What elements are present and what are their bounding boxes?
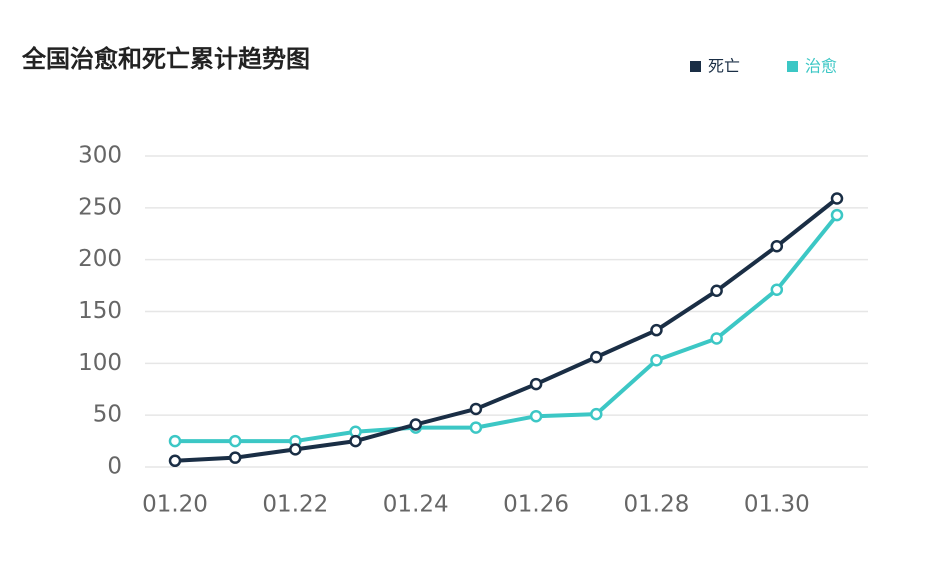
chart-title: 全国治愈和死亡累计趋势图	[21, 45, 310, 73]
x-tick-label: 01.28	[624, 492, 690, 518]
y-tick-label: 100	[78, 350, 122, 376]
y-tick-label: 250	[78, 194, 122, 220]
legend-label: 死亡	[708, 57, 740, 76]
x-tick-label: 01.30	[744, 492, 810, 518]
x-tick-label: 01.24	[383, 492, 449, 518]
point	[529, 377, 543, 391]
point	[590, 350, 603, 364]
point	[409, 418, 422, 431]
line	[175, 213, 839, 444]
y-tick-label: 150	[78, 298, 122, 324]
point	[710, 284, 723, 298]
point	[770, 283, 784, 296]
point	[168, 454, 182, 468]
point	[650, 323, 663, 337]
point	[469, 421, 483, 434]
point	[590, 407, 603, 421]
point	[650, 353, 663, 367]
y-tick-label: 0	[107, 454, 122, 480]
y-tick-label: 200	[78, 246, 122, 272]
line	[174, 196, 839, 463]
point	[349, 434, 362, 448]
legend-swatch	[787, 61, 798, 72]
x-tick-label: 01.22	[262, 492, 328, 518]
point	[228, 434, 242, 448]
legend-swatch	[690, 61, 701, 72]
x-tick-label: 01.26	[503, 492, 569, 518]
point	[289, 443, 302, 456]
point	[469, 402, 483, 416]
y-tick-label: 300	[78, 143, 122, 169]
point	[830, 208, 844, 222]
point	[228, 451, 242, 464]
point	[710, 332, 723, 345]
point	[830, 192, 844, 205]
legend-label: 治愈	[805, 57, 837, 76]
x-tick-label: 01.20	[142, 492, 208, 518]
point	[770, 239, 784, 253]
y-tick-label: 50	[93, 402, 122, 428]
point	[529, 409, 543, 423]
point	[168, 434, 182, 448]
